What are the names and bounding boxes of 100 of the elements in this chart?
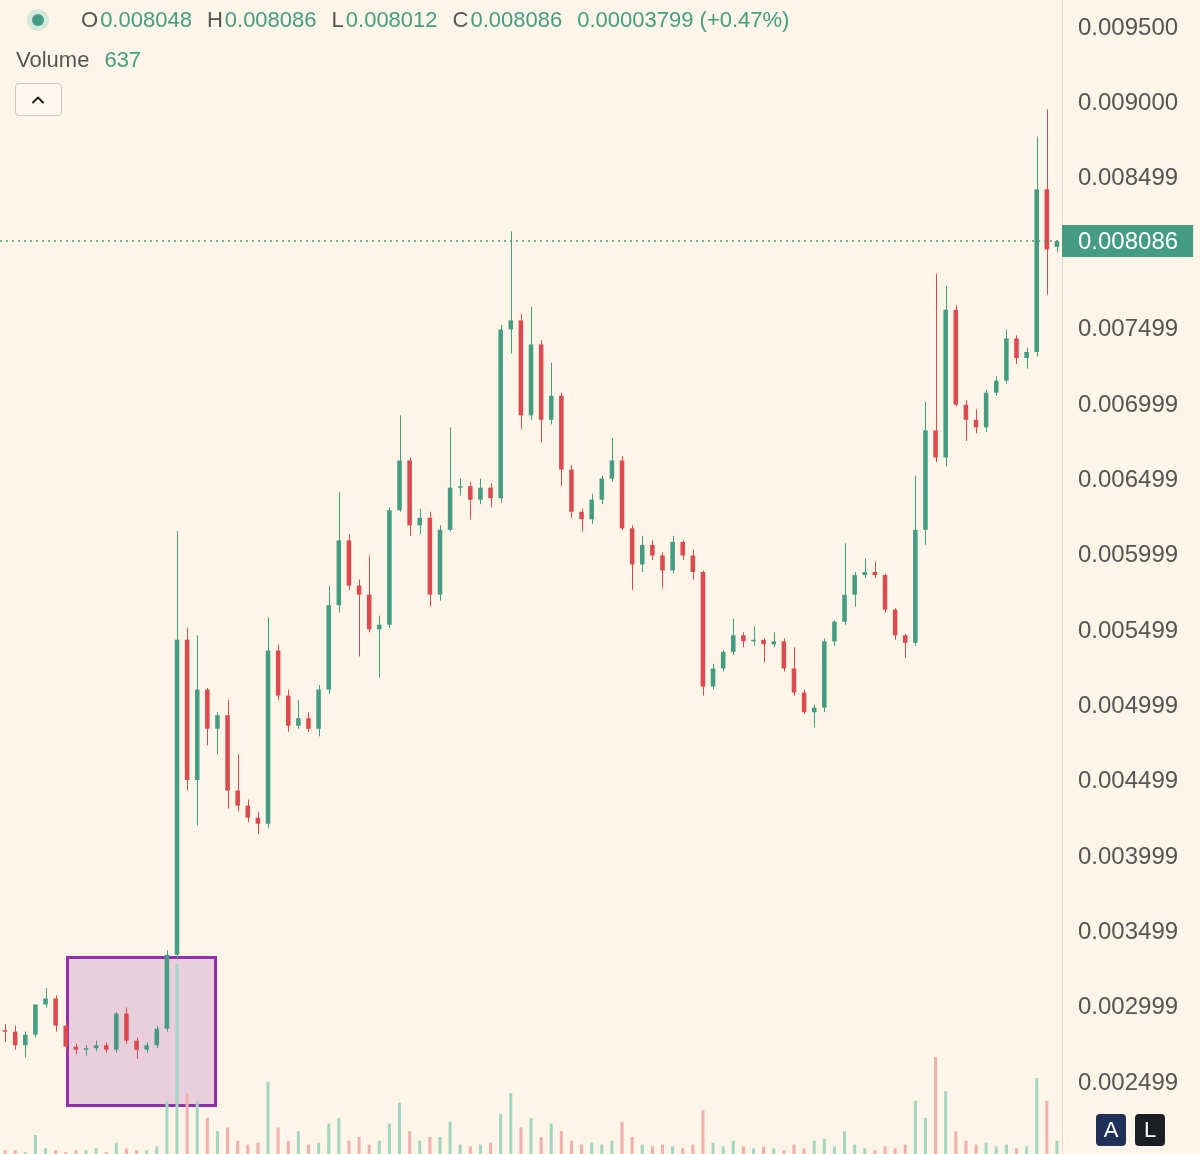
candlestick (832, 619, 837, 647)
bar (650, 1146, 654, 1154)
bar (1004, 1144, 1008, 1154)
candlestick (417, 508, 423, 535)
bar (266, 1081, 270, 1154)
candlestick (680, 539, 685, 561)
toggle-button: A (1096, 1114, 1126, 1146)
candlestick (579, 508, 584, 532)
bar (114, 1142, 118, 1154)
bar (711, 1142, 715, 1154)
candlestick (690, 548, 696, 581)
bar (681, 1148, 685, 1154)
bar (185, 1093, 189, 1154)
bar (569, 1140, 573, 1154)
bar (438, 1136, 442, 1154)
bar (357, 1136, 361, 1154)
annotation: 0.008086 (224, 7, 317, 33)
bar (317, 1142, 321, 1154)
bar (913, 1100, 917, 1154)
bar (337, 1117, 341, 1154)
y-tick-label: 0.003499 (1078, 916, 1179, 944)
bar (772, 1148, 776, 1154)
candlestick (589, 493, 594, 525)
bar (853, 1144, 857, 1154)
bar (468, 1146, 472, 1154)
y-tick-label: 0.009500 (1078, 12, 1179, 40)
bar (54, 1150, 58, 1154)
candlestick (650, 539, 655, 561)
bar (721, 1146, 725, 1154)
candlestick (902, 633, 908, 659)
bar (3, 1150, 7, 1154)
y-tick-label: 0.002999 (1078, 992, 1179, 1020)
bar (84, 1150, 88, 1154)
candlestick (852, 571, 857, 608)
bar (731, 1140, 735, 1154)
candlestick (731, 618, 736, 656)
annotation: 637 (104, 47, 142, 73)
bar (448, 1121, 452, 1154)
bar (367, 1144, 371, 1154)
bar (741, 1146, 745, 1154)
annotation: 0.008012 (345, 7, 438, 33)
bar (752, 1148, 756, 1154)
bar (428, 1136, 432, 1154)
annotation: C (452, 7, 469, 33)
bar (549, 1123, 553, 1154)
bar (923, 1117, 927, 1154)
candlestick (993, 375, 999, 397)
candlestick (761, 637, 766, 663)
bar (165, 1100, 169, 1154)
y-tick-label: 0.006499 (1078, 464, 1179, 492)
annotation: H (206, 7, 223, 33)
annotation: 0.008048 (100, 7, 192, 33)
candlestick (660, 551, 665, 590)
bar (286, 1140, 290, 1154)
bar (74, 1150, 78, 1154)
candlestick (134, 1037, 139, 1060)
candlestick (296, 699, 301, 730)
bar (276, 1127, 280, 1154)
bar (903, 1144, 907, 1154)
bar (1045, 1100, 1049, 1154)
candlestick (639, 535, 645, 573)
candlestick (468, 481, 473, 520)
bar (1035, 1078, 1039, 1154)
bar (974, 1144, 978, 1154)
y-tick-label: 0.006999 (1078, 389, 1179, 417)
bar (124, 1148, 128, 1154)
candlestick (1024, 347, 1029, 370)
y-tick-label: 0.005999 (1078, 540, 1179, 568)
bar (236, 1140, 240, 1154)
bar (1025, 1146, 1029, 1154)
bar (1055, 1140, 1059, 1154)
bar (347, 1140, 351, 1154)
bar (1014, 1148, 1018, 1154)
bar (893, 1148, 897, 1154)
candlestick (862, 557, 868, 579)
bar (519, 1127, 523, 1154)
bar (580, 1144, 584, 1154)
y-tick-label: 0.004999 (1078, 690, 1179, 718)
bar (478, 1144, 482, 1154)
bar (863, 1148, 867, 1154)
candlestick (23, 1031, 28, 1058)
candlestick (215, 711, 220, 755)
bar (944, 1091, 948, 1154)
bar (529, 1117, 533, 1154)
bar (620, 1121, 624, 1154)
bar (832, 1146, 836, 1154)
bar (701, 1110, 705, 1154)
candlestick (235, 753, 240, 813)
candlestick (488, 482, 493, 508)
bar (13, 1150, 17, 1154)
bar (994, 1146, 998, 1154)
toggle-button: L (1135, 1114, 1165, 1146)
bar (660, 1144, 664, 1154)
y-tick-label: 0.009000 (1078, 88, 1179, 115)
bar (398, 1102, 402, 1154)
candlestick (306, 711, 311, 733)
bar (145, 1150, 149, 1154)
bar (954, 1131, 958, 1154)
candlestick (2, 1023, 8, 1043)
bar (205, 1117, 209, 1154)
